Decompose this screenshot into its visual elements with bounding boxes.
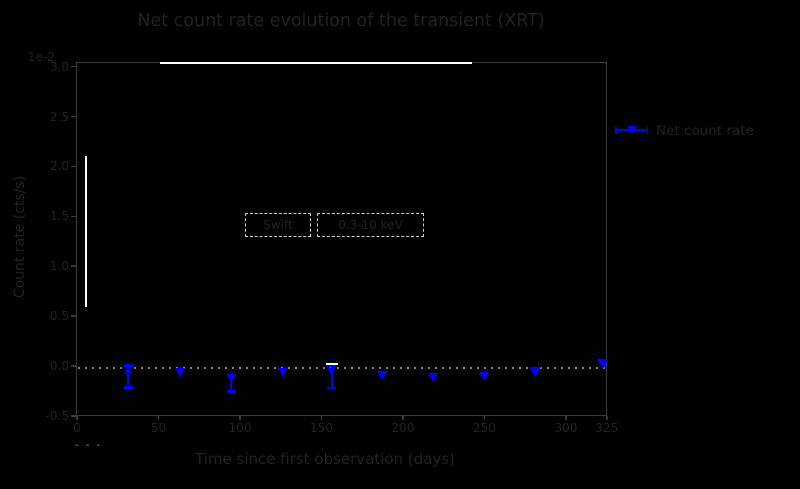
errorbar-cap-top — [226, 374, 236, 377]
x-tick — [402, 415, 404, 420]
x-tick-label: 0 — [73, 421, 81, 435]
data-point-upper-limit — [377, 371, 388, 381]
legend-label: Net count rate — [656, 123, 754, 139]
x-axis-label: Time since first observation (days) — [195, 450, 455, 468]
errorbar-cap-bottom — [327, 386, 337, 390]
legend-errorbar-cap-left — [615, 126, 617, 134]
legend-triangle-marker-icon — [627, 126, 637, 134]
plot-area — [76, 62, 607, 416]
x-tick — [157, 415, 160, 420]
errorbar-cap-bottom — [123, 386, 133, 389]
x-tick — [239, 415, 241, 420]
annotation-box-2: 0.3-10 keV — [317, 213, 424, 237]
errorbar-cap-top — [123, 364, 133, 367]
y-tick-label: 2.0 — [49, 159, 69, 174]
chart-title: Net count rate evolution of the transien… — [137, 11, 545, 31]
y-axis-label: Count rate (cts/s) — [12, 175, 28, 299]
data-point-upper-limit — [478, 371, 489, 381]
x-tick — [565, 415, 567, 420]
x-tick — [606, 415, 608, 420]
annotation-box-1: Swift — [245, 213, 311, 237]
zero-dotted-line — [78, 366, 606, 369]
x-tick — [483, 415, 486, 420]
x-tick — [76, 415, 78, 420]
y-axis-offset-label: 1e-2 — [28, 50, 55, 64]
annotation-box-1-text: Swift — [263, 218, 293, 232]
x-tick-label: 100 — [228, 421, 252, 435]
errorbar-line — [229, 375, 233, 392]
annotation-box-2-text: 0.3-10 keV — [338, 218, 403, 232]
y-tick-label: 0.5 — [49, 309, 69, 324]
legend: Net count rate — [615, 120, 795, 142]
data-point-marker — [226, 375, 235, 383]
data-point-upper-limit — [277, 368, 288, 378]
y-tick-label: 0.0 — [49, 359, 69, 373]
data-point-upper-limit — [596, 358, 607, 369]
x-tick-label: 50 — [150, 421, 167, 435]
errorbar-line — [330, 365, 334, 388]
x-tick-label: 250 — [473, 421, 496, 435]
errorbar-cap-top — [327, 364, 337, 367]
x-tick-label: 200 — [391, 421, 415, 435]
x-tick-label: 300 — [554, 421, 578, 435]
errorbar-cap-bottom — [226, 390, 236, 393]
data-point-upper-limit — [528, 366, 541, 377]
data-point-upper-limit — [174, 368, 185, 378]
data-point-marker — [327, 368, 336, 376]
x-tick-label: 325 — [595, 421, 619, 435]
data-point-marker — [123, 370, 132, 378]
axis-corner-dashes: - - - — [75, 440, 103, 451]
y-tick-label: -0.5 — [45, 408, 69, 423]
y-tick-label: 2.5 — [49, 109, 69, 124]
y-tick-label: 1.0 — [49, 259, 69, 274]
data-point-upper-limit — [428, 373, 439, 383]
y-tick-label: 1.5 — [49, 209, 69, 224]
legend-errorbar-cap-right — [646, 126, 649, 134]
x-tick-label: 150 — [310, 421, 333, 435]
x-tick — [320, 415, 323, 420]
